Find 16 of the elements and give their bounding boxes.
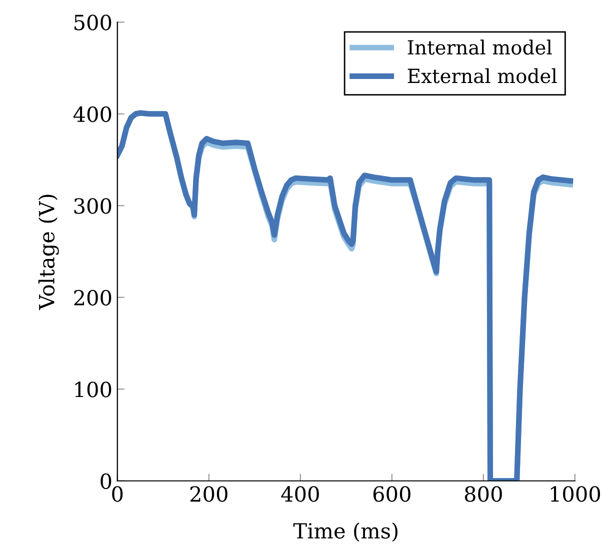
- y-tick-label: 0: [100, 473, 112, 490]
- y-tick-label: 500: [74, 14, 112, 30]
- x-tick-label: 800: [464, 486, 502, 502]
- y-tick-label: 300: [74, 198, 112, 214]
- x-tick-label: 0: [112, 486, 123, 502]
- x-tick-label: 400: [281, 486, 319, 502]
- legend-label: Internal model: [408, 40, 552, 55]
- x-tick-label: 600: [373, 486, 410, 502]
- y-tick-label: 200: [74, 290, 112, 306]
- x-tick-label: 200: [190, 486, 228, 502]
- y-tick-label: 100: [75, 382, 112, 398]
- legend-label: External model: [408, 68, 557, 84]
- y-axis-title: Voltage (V): [38, 194, 59, 310]
- x-tick-label: 1000: [550, 486, 600, 502]
- x-axis-title: Time (ms): [293, 522, 398, 542]
- y-tick-label: 400: [73, 106, 112, 122]
